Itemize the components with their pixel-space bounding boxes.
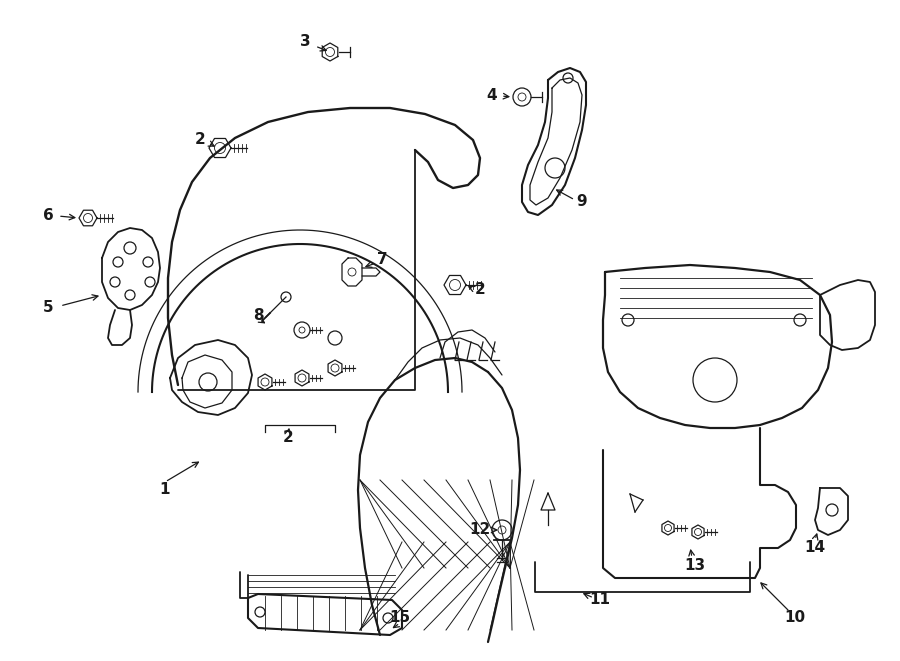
Text: 2: 2 [474, 282, 485, 297]
Text: 8: 8 [253, 307, 264, 323]
Text: 3: 3 [300, 34, 310, 50]
Text: 14: 14 [805, 541, 825, 555]
Text: 13: 13 [684, 557, 706, 572]
Text: 6: 6 [42, 208, 53, 223]
Text: 12: 12 [470, 522, 490, 537]
Text: 2: 2 [283, 430, 293, 446]
Text: 10: 10 [785, 611, 806, 625]
Text: 7: 7 [377, 253, 387, 268]
Text: 1: 1 [160, 483, 170, 498]
Text: 15: 15 [390, 611, 410, 625]
Text: 2: 2 [194, 132, 205, 147]
Text: 5: 5 [42, 301, 53, 315]
Text: 11: 11 [590, 592, 610, 607]
Text: 4: 4 [487, 87, 498, 102]
Text: 9: 9 [577, 194, 588, 210]
